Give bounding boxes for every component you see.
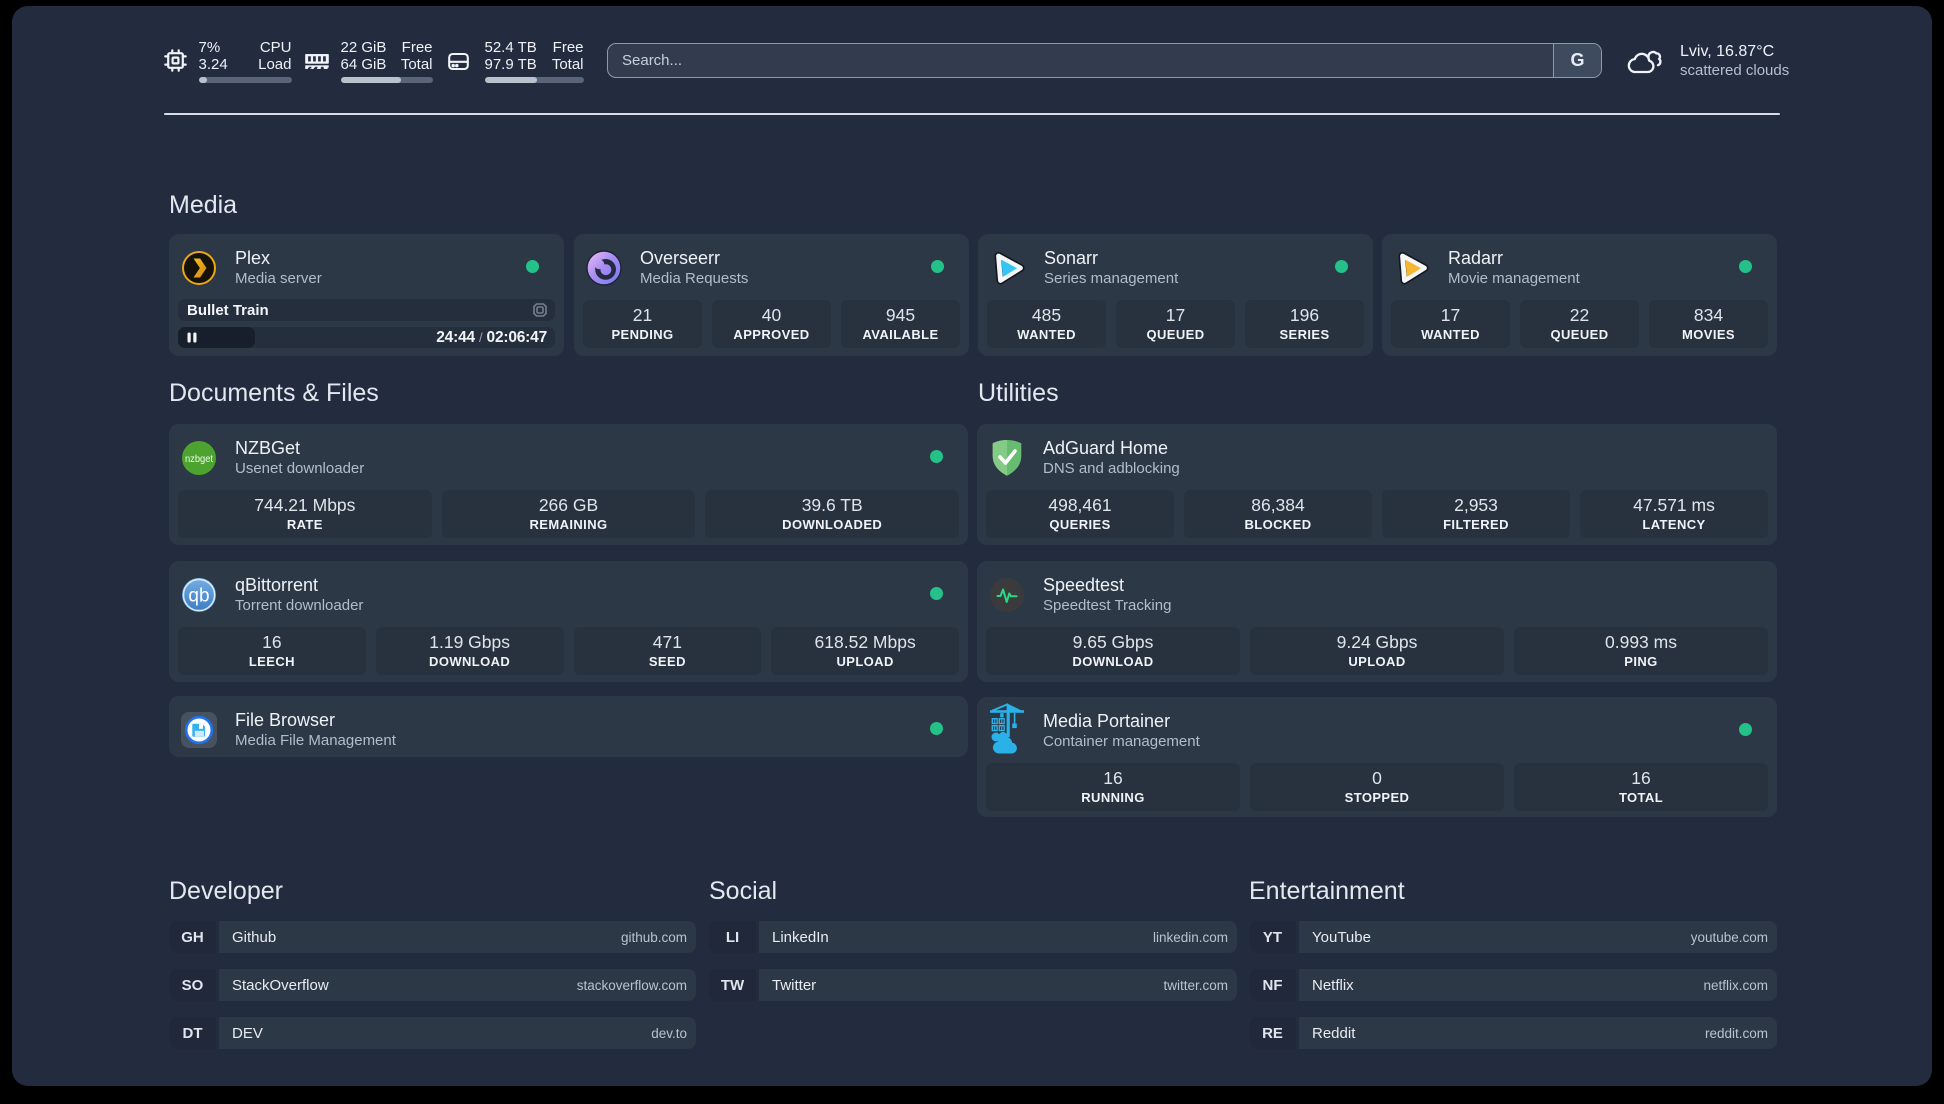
svg-text:qb: qb (188, 586, 209, 607)
svg-text:nzbget: nzbget (185, 454, 213, 465)
